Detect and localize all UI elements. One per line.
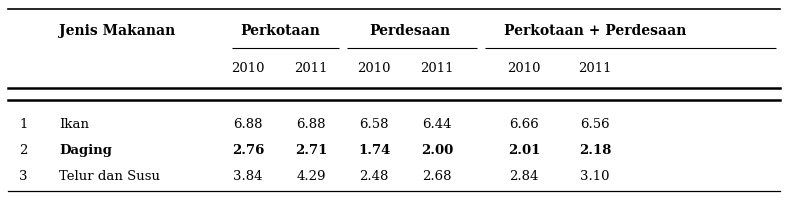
Text: Daging: Daging (59, 144, 112, 157)
Text: 6.88: 6.88 (296, 118, 326, 131)
Text: 6.44: 6.44 (422, 118, 452, 131)
Text: 6.56: 6.56 (580, 118, 610, 131)
Text: 2.01: 2.01 (507, 144, 541, 157)
Text: Perkotaan: Perkotaan (240, 24, 320, 38)
Text: Perkotaan + Perdesaan: Perkotaan + Perdesaan (504, 24, 686, 38)
Text: 1.74: 1.74 (358, 144, 391, 157)
Text: 2.00: 2.00 (422, 144, 453, 157)
Text: 2011: 2011 (421, 62, 454, 75)
Text: 2.48: 2.48 (359, 170, 389, 183)
Text: 3.10: 3.10 (580, 170, 610, 183)
Text: 4.29: 4.29 (296, 170, 326, 183)
Text: 2010: 2010 (232, 62, 265, 75)
Text: Telur dan Susu: Telur dan Susu (59, 170, 160, 183)
Text: 2.68: 2.68 (422, 170, 452, 183)
Text: 6.58: 6.58 (359, 118, 389, 131)
Text: 6.66: 6.66 (509, 118, 539, 131)
Text: 1: 1 (20, 118, 28, 131)
Text: Perdesaan: Perdesaan (370, 24, 450, 38)
Text: 3.84: 3.84 (233, 170, 263, 183)
Text: Jenis Makanan: Jenis Makanan (59, 24, 176, 38)
Text: 2.84: 2.84 (509, 170, 539, 183)
Text: 2.76: 2.76 (232, 144, 265, 157)
Text: 2010: 2010 (358, 62, 391, 75)
Text: 2010: 2010 (507, 62, 541, 75)
Text: 2011: 2011 (578, 62, 611, 75)
Text: 2.18: 2.18 (578, 144, 611, 157)
Text: 6.88: 6.88 (233, 118, 263, 131)
Text: 2011: 2011 (295, 62, 328, 75)
Text: 3: 3 (20, 170, 28, 183)
Text: 2: 2 (20, 144, 28, 157)
Text: 2.71: 2.71 (295, 144, 328, 157)
Text: Ikan: Ikan (59, 118, 89, 131)
